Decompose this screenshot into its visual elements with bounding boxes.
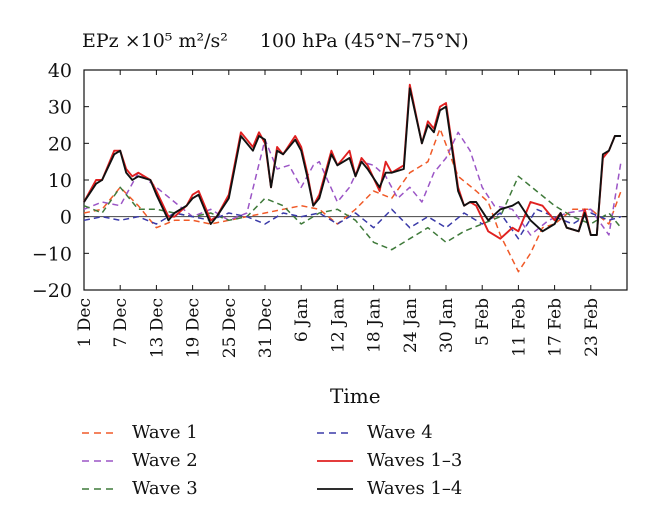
legend-label-wave-1: Wave 1 <box>132 422 198 443</box>
chart-title: EPz ×10⁵ m²/s² <box>82 30 228 52</box>
legend-item-waves-1-4: Waves 1–4 <box>315 478 462 499</box>
axes-group: 40 30 20 10 0 −10 −201 Dec 7 Dec 13 Dec 19 Dec 25 … <box>32 60 628 358</box>
y-tick-label: 20 <box>48 133 72 155</box>
x-axis-label: Time <box>330 384 381 408</box>
plot-frame <box>83 69 628 291</box>
legend-label-waves-1-4: Waves 1–4 <box>367 478 463 499</box>
legend-swatch-wave-4 <box>317 431 353 434</box>
x-tick-label: 5 Feb <box>473 298 493 346</box>
series-group <box>83 83 622 273</box>
legend-item-wave-2: Wave 2 <box>80 450 198 471</box>
legend-swatch-waves-1-4 <box>317 487 353 490</box>
x-tick-label: 17 Feb <box>546 298 566 357</box>
series-line-waves-1-3 <box>83 83 621 240</box>
x-tick-label: 13 Dec <box>147 298 167 358</box>
legend-item-wave-3: Wave 3 <box>80 478 198 499</box>
chart-title-bar: EPz ×10⁵ m²/s² 100 hPa (45°N–75°N) <box>82 30 495 52</box>
x-tick-label: 30 Jan <box>437 298 457 353</box>
series-line-wave-1 <box>83 127 622 273</box>
chart-subtitle: 100 hPa (45°N–75°N) <box>259 30 469 52</box>
legend-label-wave-3: Wave 3 <box>132 478 198 499</box>
x-tick-label: 11 Feb <box>509 298 529 357</box>
x-tick-label: 18 Jan <box>365 298 385 353</box>
y-tick-label: −10 <box>32 243 72 265</box>
legend-label-waves-1-3: Waves 1–3 <box>367 450 463 471</box>
x-tick-label: 12 Jan <box>328 298 348 353</box>
x-tick-label: 1 Dec <box>75 298 95 347</box>
series-line-wave-3 <box>83 175 622 251</box>
legend-swatch-waves-1-3 <box>317 459 353 462</box>
x-tick-label: 24 Jan <box>401 298 421 353</box>
x-tick-label: 23 Feb <box>582 298 602 357</box>
x-tick-label: 7 Dec <box>111 298 131 347</box>
x-tick-label: 6 Jan <box>292 298 312 342</box>
legend-swatch-wave-1 <box>82 431 118 434</box>
y-tick-label: 0 <box>60 207 72 229</box>
y-tick-label: −20 <box>32 280 72 302</box>
legend-item-wave-4: Wave 4 <box>315 422 433 443</box>
y-tick-label: 40 <box>48 60 72 82</box>
x-tick-label: 19 Dec <box>184 298 204 358</box>
x-tick-label: 31 Dec <box>256 298 276 358</box>
legend-item-wave-1: Wave 1 <box>80 422 198 443</box>
y-tick-label: 10 <box>48 170 72 192</box>
legend-label-wave-4: Wave 4 <box>367 422 433 443</box>
series-line-wave-4 <box>83 208 622 240</box>
x-tick-label: 25 Dec <box>220 298 240 358</box>
legend-swatch-wave-3 <box>82 487 118 490</box>
legend-label-wave-2: Wave 2 <box>132 450 198 471</box>
series-line-waves-1-4 <box>83 87 621 236</box>
y-tick-label: 30 <box>48 97 72 119</box>
legend-swatch-wave-2 <box>82 459 118 462</box>
legend-item-waves-1-3: Waves 1–3 <box>315 450 462 471</box>
